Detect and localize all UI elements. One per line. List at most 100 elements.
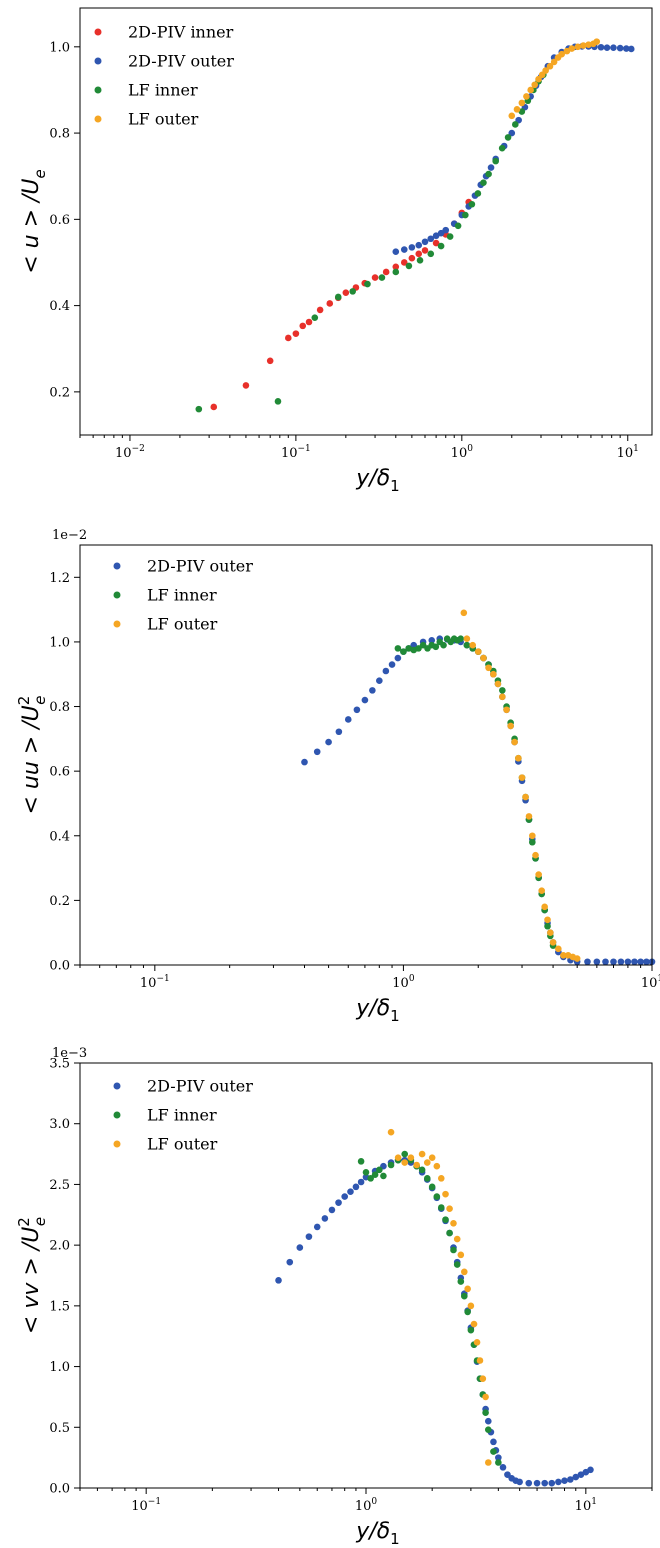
series-2d-piv-outer [301, 635, 656, 966]
data-point [593, 958, 601, 966]
data-point [408, 254, 416, 262]
data-point [415, 250, 423, 258]
data-point [347, 1188, 354, 1196]
data-point [623, 45, 630, 52]
data-point [518, 774, 526, 781]
data-point [344, 716, 352, 723]
data-point [416, 257, 424, 264]
legend-marker [94, 86, 102, 94]
data-point [513, 106, 521, 113]
data-point [450, 1246, 457, 1254]
data-point [335, 728, 343, 736]
data-point [387, 1161, 395, 1169]
y-tick-label: 3.5 [49, 1057, 70, 1072]
data-point [305, 1233, 313, 1240]
data-point [484, 1417, 492, 1425]
x-tick-label: 100 [392, 974, 415, 991]
data-point [572, 1473, 580, 1481]
data-point [498, 144, 506, 152]
data-point [401, 1159, 409, 1166]
data-point [461, 1268, 468, 1276]
data-point [410, 641, 418, 649]
data-point [487, 164, 495, 171]
data-point [418, 1166, 426, 1174]
data-point [522, 793, 529, 801]
data-point [427, 235, 435, 243]
data-point [352, 1183, 360, 1191]
data-point [342, 289, 350, 296]
series-lf-outer [387, 1128, 492, 1466]
legend-marker [94, 28, 102, 36]
x-tick-label: 10−1 [131, 1497, 161, 1514]
y-tick-label: 0.8 [49, 127, 70, 142]
data-point [627, 45, 635, 53]
series-lf-outer [508, 38, 601, 120]
y-tick-label: 0.6 [49, 213, 70, 228]
legend-marker [113, 620, 121, 628]
data-point [432, 643, 440, 651]
data-point [561, 1477, 568, 1485]
legend: 2D-PIV inner 2D-PIV outer LF inner LF outer [94, 23, 234, 129]
data-point [538, 887, 545, 894]
data-point [446, 1229, 453, 1237]
y-tick-label: 2.5 [49, 1178, 70, 1193]
legend-marker [94, 57, 102, 65]
data-point [479, 1375, 487, 1383]
data-point [408, 244, 416, 251]
data-point [504, 134, 512, 141]
data-point [418, 1150, 426, 1158]
data-point [485, 664, 492, 672]
data-point [313, 748, 321, 756]
data-point [464, 1285, 471, 1293]
data-point [597, 43, 605, 51]
data-point [464, 1308, 471, 1316]
x-tick-label: 101 [617, 444, 639, 461]
data-point [446, 1205, 453, 1213]
y-axis-label: < uu > /U2e [15, 695, 49, 814]
data-point [610, 44, 617, 51]
legend-marker [113, 562, 121, 570]
data-point [210, 403, 218, 411]
legend-label: 2D-PIV outer [128, 52, 234, 71]
data-point [568, 45, 576, 52]
data-point [474, 648, 482, 655]
x-minor-ticks [79, 965, 642, 968]
data-point [476, 1357, 484, 1364]
data-point [361, 696, 369, 704]
y-tick-label: 1.0 [49, 40, 70, 55]
series-group [301, 609, 656, 966]
data-point [480, 179, 487, 186]
data-point [275, 1277, 282, 1284]
data-point [415, 645, 422, 652]
x-minor-ticks [79, 1488, 653, 1491]
legend: 2D-PIV outer LF inner LF outer [113, 1077, 253, 1154]
x-minor-ticks [79, 435, 621, 438]
data-point [437, 1204, 445, 1211]
legend-label: 2D-PIV inner [128, 23, 234, 42]
chart-1: 10−2 10−1 100 101 0.2 0.4 0.6 0.8 1.0 y/δ1 < u > /… [19, 7, 653, 495]
legend-marker [113, 1111, 121, 1119]
axes-frame [79, 1062, 653, 1489]
data-point [560, 952, 567, 959]
data-point [462, 211, 469, 219]
y-tick-label: 1.0 [49, 1360, 70, 1375]
data-point [442, 226, 450, 234]
data-point [490, 670, 497, 678]
x-tick-label: 100 [451, 444, 474, 461]
data-point [631, 958, 638, 966]
data-point [535, 75, 542, 83]
data-point [353, 706, 361, 714]
data-point [470, 1320, 478, 1328]
data-point [580, 42, 587, 49]
series-2d-piv-inner [210, 198, 472, 411]
data-point [301, 758, 308, 766]
y-tick-label: 1.5 [49, 1299, 70, 1314]
legend-label: LF inner [147, 586, 217, 605]
data-point [617, 958, 625, 966]
series-2d-piv-outer [392, 43, 635, 255]
data-point [433, 1162, 441, 1170]
data-point [423, 1159, 431, 1166]
data-point [405, 262, 413, 270]
y-offset-label: 1e−3 [52, 1046, 87, 1061]
